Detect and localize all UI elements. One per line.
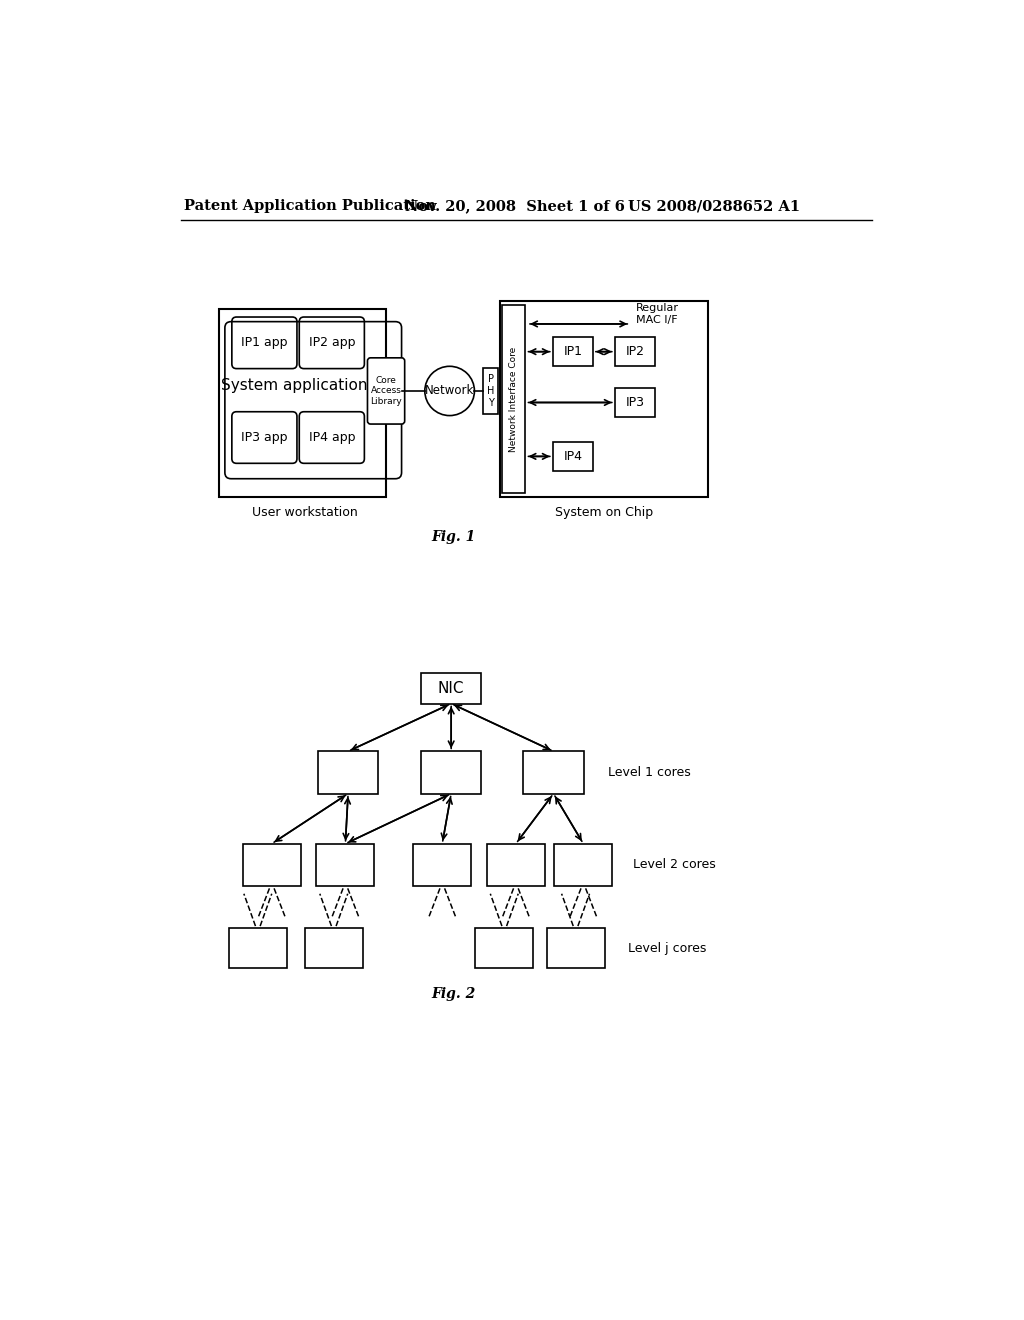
FancyBboxPatch shape — [299, 412, 365, 463]
FancyBboxPatch shape — [483, 368, 499, 414]
Text: IP1: IP1 — [563, 345, 583, 358]
FancyBboxPatch shape — [475, 928, 534, 969]
FancyBboxPatch shape — [523, 751, 584, 793]
FancyBboxPatch shape — [486, 843, 545, 886]
Text: System application: System application — [221, 378, 368, 393]
Text: Patent Application Publication: Patent Application Publication — [183, 199, 436, 213]
FancyBboxPatch shape — [500, 301, 708, 498]
FancyBboxPatch shape — [231, 317, 297, 368]
FancyBboxPatch shape — [305, 928, 362, 969]
Text: NIC: NIC — [438, 681, 465, 696]
FancyBboxPatch shape — [421, 751, 481, 793]
Text: Level 1 cores: Level 1 cores — [608, 766, 691, 779]
Text: IP3: IP3 — [626, 396, 644, 409]
FancyBboxPatch shape — [502, 305, 524, 494]
FancyBboxPatch shape — [243, 843, 301, 886]
Text: Core
Access
Library: Core Access Library — [371, 376, 402, 405]
FancyBboxPatch shape — [414, 843, 471, 886]
FancyBboxPatch shape — [421, 673, 481, 704]
FancyBboxPatch shape — [317, 751, 378, 793]
FancyBboxPatch shape — [553, 442, 593, 471]
Text: Network: Network — [425, 384, 474, 397]
Text: Nov. 20, 2008  Sheet 1 of 6: Nov. 20, 2008 Sheet 1 of 6 — [406, 199, 626, 213]
FancyBboxPatch shape — [219, 309, 386, 498]
Text: US 2008/0288652 A1: US 2008/0288652 A1 — [628, 199, 800, 213]
Text: IP2 app: IP2 app — [308, 335, 355, 348]
Text: IP1 app: IP1 app — [241, 335, 288, 348]
FancyBboxPatch shape — [228, 928, 287, 969]
FancyBboxPatch shape — [614, 388, 655, 417]
Text: P
H
Y: P H Y — [487, 375, 495, 408]
Text: Level 2 cores: Level 2 cores — [633, 858, 716, 871]
Text: Network Interface Core: Network Interface Core — [509, 346, 518, 451]
Text: IP4 app: IP4 app — [308, 430, 355, 444]
FancyBboxPatch shape — [316, 843, 375, 886]
Text: User workstation: User workstation — [252, 506, 357, 519]
Text: Fig. 2: Fig. 2 — [431, 987, 475, 1001]
Text: IP3 app: IP3 app — [241, 430, 288, 444]
FancyBboxPatch shape — [368, 358, 404, 424]
Text: System on Chip: System on Chip — [555, 506, 653, 519]
Text: IP2: IP2 — [626, 345, 644, 358]
Text: Regular
MAC I/F: Regular MAC I/F — [636, 304, 679, 325]
FancyBboxPatch shape — [299, 317, 365, 368]
Text: Level j cores: Level j cores — [628, 942, 707, 954]
FancyBboxPatch shape — [231, 412, 297, 463]
Text: IP4: IP4 — [563, 450, 583, 463]
FancyBboxPatch shape — [554, 843, 612, 886]
FancyBboxPatch shape — [553, 337, 593, 367]
FancyBboxPatch shape — [614, 337, 655, 367]
Text: Fig. 1: Fig. 1 — [431, 531, 475, 544]
FancyBboxPatch shape — [547, 928, 604, 969]
